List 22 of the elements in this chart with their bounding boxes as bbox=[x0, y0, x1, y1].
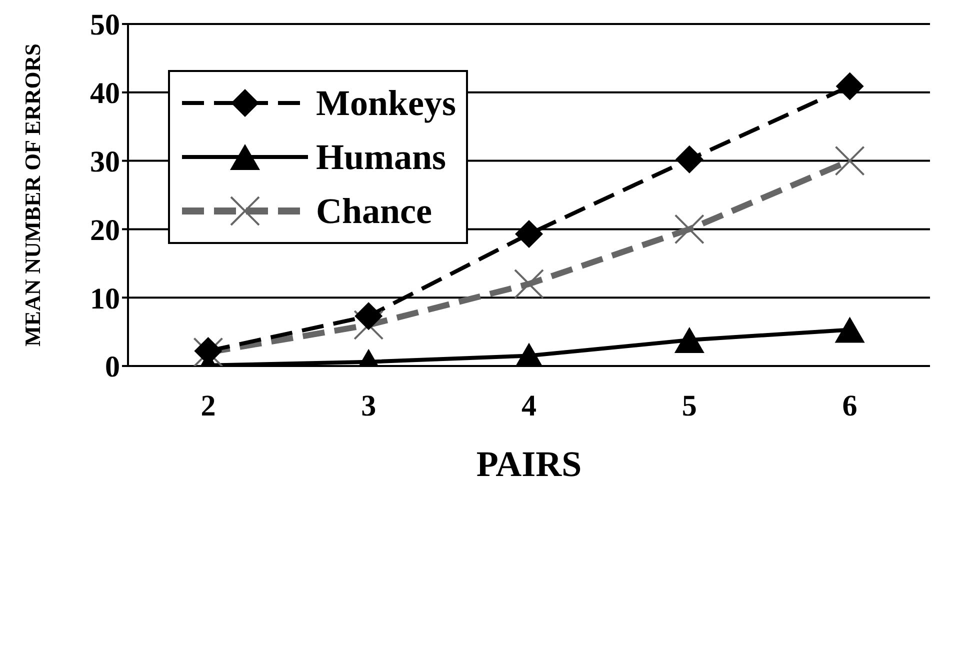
x-tick-label: 6 bbox=[842, 389, 858, 422]
y-tick-label: 20 bbox=[90, 214, 120, 247]
x-tick-label: 5 bbox=[682, 389, 697, 422]
legend-label: Monkeys bbox=[316, 82, 456, 124]
point bbox=[675, 145, 704, 174]
y-tick-label: 40 bbox=[90, 77, 120, 110]
y-tick-label: 50 bbox=[90, 8, 120, 42]
point bbox=[354, 302, 383, 330]
point bbox=[515, 220, 543, 248]
legend-label: Humans bbox=[316, 136, 446, 178]
x-tick-label: 4 bbox=[522, 389, 536, 422]
y-tick-label: 10 bbox=[90, 282, 120, 316]
point bbox=[834, 316, 865, 343]
y-axis-title: MEAN NUMBER OF ERRORS bbox=[20, 44, 45, 346]
x-tick-label: 2 bbox=[200, 389, 216, 422]
point bbox=[836, 72, 864, 100]
legend-label: Chance bbox=[316, 190, 432, 232]
y-tick-label: 30 bbox=[90, 145, 120, 178]
x-tick-label: 3 bbox=[361, 389, 376, 422]
point bbox=[674, 327, 704, 354]
x-axis-title: PAIRS bbox=[476, 444, 582, 484]
y-tick-label: 0 bbox=[105, 350, 120, 384]
